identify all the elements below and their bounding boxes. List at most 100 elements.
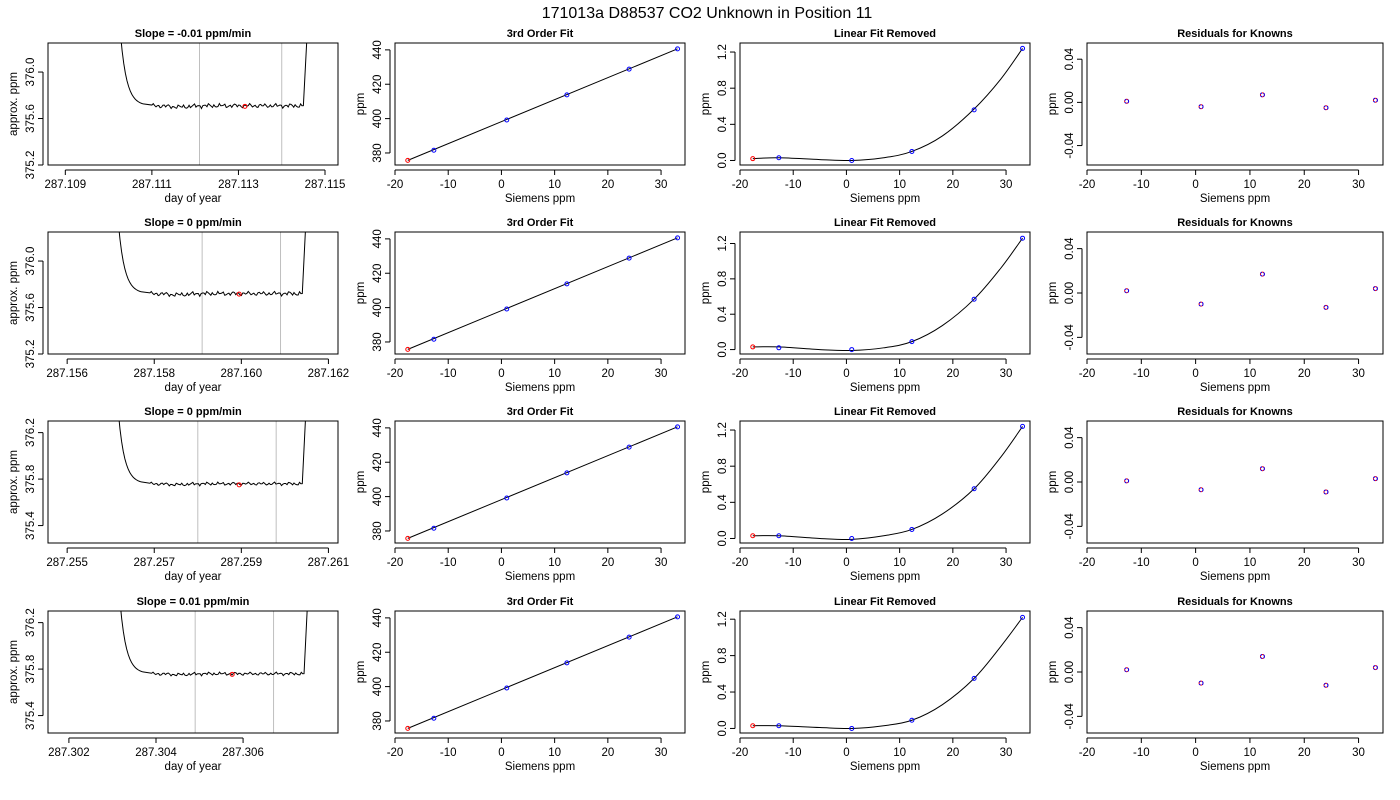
r3-residuals-residual-point-overlay bbox=[1124, 478, 1130, 484]
r2-trace-x-axis-label: day of year bbox=[165, 382, 222, 394]
r2-residuals-y-tick-label: -0.04 bbox=[1064, 324, 1076, 351]
r1-linear-removed-y-tick-label: 0.4 bbox=[717, 116, 729, 133]
r3-linear-removed-y-tick-label: 0.4 bbox=[717, 494, 729, 511]
r2-linear-removed-unknown-point bbox=[750, 344, 756, 350]
r1-fit-known-point bbox=[564, 92, 570, 98]
r4-linear-removed-known-point bbox=[971, 675, 977, 681]
r2-linear-removed-frame bbox=[739, 231, 1031, 355]
r1-linear-removed-title: Linear Fit Removed bbox=[834, 28, 936, 40]
r4-fit-unknown-point bbox=[405, 725, 411, 731]
r2-fit-plot-area bbox=[405, 235, 681, 352]
r2-trace-mean-marker bbox=[236, 291, 242, 297]
r2-linear-removed-y-tick-label: 0.4 bbox=[717, 306, 729, 323]
r1-fit-fit-line bbox=[407, 48, 678, 161]
r3-residuals-x-tick-label: -20 bbox=[1079, 557, 1096, 569]
r1-fit-x-tick-label: 30 bbox=[655, 179, 668, 191]
r1-linear-removed-y-tick-label: 0.0 bbox=[717, 152, 729, 168]
r3-trace-y-tick-label: 375.4 bbox=[25, 511, 37, 540]
r3-residuals-residual-point-overlay bbox=[1372, 476, 1378, 482]
r2-residuals-x-tick-label: 10 bbox=[1244, 368, 1257, 380]
r4-fit-x-tick-label: 30 bbox=[655, 747, 668, 759]
r3-fit-x-tick-label: 0 bbox=[498, 557, 504, 569]
r4-residuals-residual-point-overlay bbox=[1372, 665, 1378, 671]
r2-linear-removed-y-axis-label: ppm bbox=[700, 282, 712, 304]
r4-fit-x-tick-label: 10 bbox=[548, 747, 561, 759]
r4-trace-title: Slope = 0.01 ppm/min bbox=[137, 596, 250, 608]
r1-residuals-x-tick-label: 0 bbox=[1192, 179, 1198, 191]
r1-linear-removed-curve-line bbox=[752, 48, 1023, 162]
r2-residuals-x-tick-label: -20 bbox=[1079, 368, 1096, 380]
r2-fit-fit-line bbox=[407, 237, 678, 350]
r1-linear-removed-y-tick-label: 0.8 bbox=[717, 80, 729, 96]
r3-trace-plot-area bbox=[118, 421, 306, 543]
r4-linear-removed-x-axis-label: Siemens ppm bbox=[850, 761, 920, 773]
r2-linear-removed-x-tick-label: 20 bbox=[946, 368, 959, 380]
r2-fit-y-axis-label: ppm bbox=[355, 282, 367, 304]
r1-trace-frame bbox=[47, 42, 339, 166]
r1-fit-title: 3rd Order Fit bbox=[507, 28, 574, 40]
r1-fit-x-tick-label: -20 bbox=[387, 179, 404, 191]
r1-trace-y-tick-label: 375.6 bbox=[25, 104, 37, 133]
r3-trace-frame bbox=[47, 420, 339, 544]
r2-fit-known-point bbox=[626, 255, 632, 261]
r2-fit-known-point bbox=[675, 235, 681, 241]
r3-trace-x-axis-label: day of year bbox=[165, 571, 222, 583]
r4-fit-plot-area bbox=[405, 614, 681, 731]
r2-trace-plot-area bbox=[118, 232, 306, 354]
r3-fit-known-point bbox=[626, 444, 632, 450]
r2-fit-y-tick-label: 420 bbox=[372, 264, 384, 283]
r4-fit-known-point bbox=[564, 660, 570, 666]
r1-fit-x-axis-label: Siemens ppm bbox=[505, 193, 575, 205]
r4-linear-removed-known-point bbox=[849, 725, 855, 731]
r1-trace-x-tick-label: 287.109 bbox=[45, 179, 87, 191]
r1-fit-known-point bbox=[504, 117, 510, 123]
r3-linear-removed-y-tick-label: 1.2 bbox=[717, 422, 729, 438]
r4-trace-mean-marker bbox=[229, 671, 235, 677]
r4-residuals-residual-point-overlay bbox=[1259, 653, 1265, 659]
r3-fit-unknown-point bbox=[405, 535, 411, 541]
r4-fit-known-point bbox=[626, 634, 632, 640]
r3-residuals-x-tick-label: 0 bbox=[1192, 557, 1198, 569]
r2-fit-y-tick-label: 400 bbox=[372, 298, 384, 317]
r3-residuals-x-tick-label: 20 bbox=[1298, 557, 1311, 569]
r2-linear-removed-x-tick-label: 0 bbox=[843, 368, 849, 380]
r1-residuals-title: Residuals for Knowns bbox=[1177, 28, 1293, 40]
r4-linear-removed-known-point bbox=[909, 717, 915, 723]
r4-trace-frame bbox=[47, 610, 339, 734]
figure-title: 171013a D88537 CO2 Unknown in Position 1… bbox=[542, 5, 873, 22]
r4-fit-panel: 3rd Order Fit -20 -10 0 10 20 30 Siemens ppm 380… bbox=[355, 596, 686, 773]
r3-linear-removed-curve-line bbox=[752, 426, 1023, 541]
r3-residuals-residual-point-overlay bbox=[1198, 487, 1204, 493]
r1-trace-x-tick-label: 287.115 bbox=[305, 179, 346, 191]
r1-trace-mean-marker bbox=[242, 103, 248, 109]
r4-trace-plot-area bbox=[120, 611, 308, 733]
r1-linear-removed-known-point bbox=[971, 107, 977, 113]
r1-residuals-residual-point-overlay bbox=[1372, 97, 1378, 103]
r1-linear-removed-x-axis-label: Siemens ppm bbox=[850, 193, 920, 205]
r1-fit-y-axis-label: ppm bbox=[355, 93, 367, 115]
r1-fit-y-tick-label: 400 bbox=[372, 109, 384, 128]
r4-residuals-x-axis-label: Siemens ppm bbox=[1200, 761, 1270, 773]
r3-fit-x-axis-label: Siemens ppm bbox=[505, 571, 575, 583]
r3-linear-removed-x-axis-label: Siemens ppm bbox=[850, 571, 920, 583]
r4-residuals-y-tick-label: 0.04 bbox=[1064, 616, 1076, 639]
r1-linear-removed-panel: Linear Fit Removed -20 -10 0 10 20 30 Siemens p… bbox=[700, 28, 1031, 205]
r4-residuals-frame bbox=[1086, 610, 1384, 734]
r1-trace-y-tick-label: 376.0 bbox=[25, 58, 37, 87]
r3-fit-title: 3rd Order Fit bbox=[507, 406, 574, 418]
r1-trace-plot-area bbox=[120, 43, 308, 165]
r2-trace-frame bbox=[47, 231, 339, 355]
r3-trace-y-tick-label: 375.8 bbox=[25, 465, 37, 494]
r4-linear-removed-curve-line bbox=[752, 617, 1023, 730]
r1-fit-x-tick-label: 10 bbox=[548, 179, 561, 191]
r1-linear-removed-plot-area bbox=[750, 45, 1026, 163]
r4-trace-trace-line bbox=[120, 611, 308, 677]
r3-linear-removed-unknown-point bbox=[750, 533, 756, 539]
r4-residuals-x-tick-label: 0 bbox=[1192, 747, 1198, 759]
r3-residuals-residual-point-overlay bbox=[1259, 466, 1265, 472]
r2-fit-x-tick-label: -10 bbox=[440, 368, 457, 380]
r2-residuals-residual-point-overlay bbox=[1259, 271, 1265, 277]
r4-residuals-residual-point-overlay bbox=[1198, 680, 1204, 686]
r3-linear-removed-x-tick-label: 0 bbox=[843, 557, 849, 569]
r1-residuals-x-tick-label: 10 bbox=[1244, 179, 1257, 191]
